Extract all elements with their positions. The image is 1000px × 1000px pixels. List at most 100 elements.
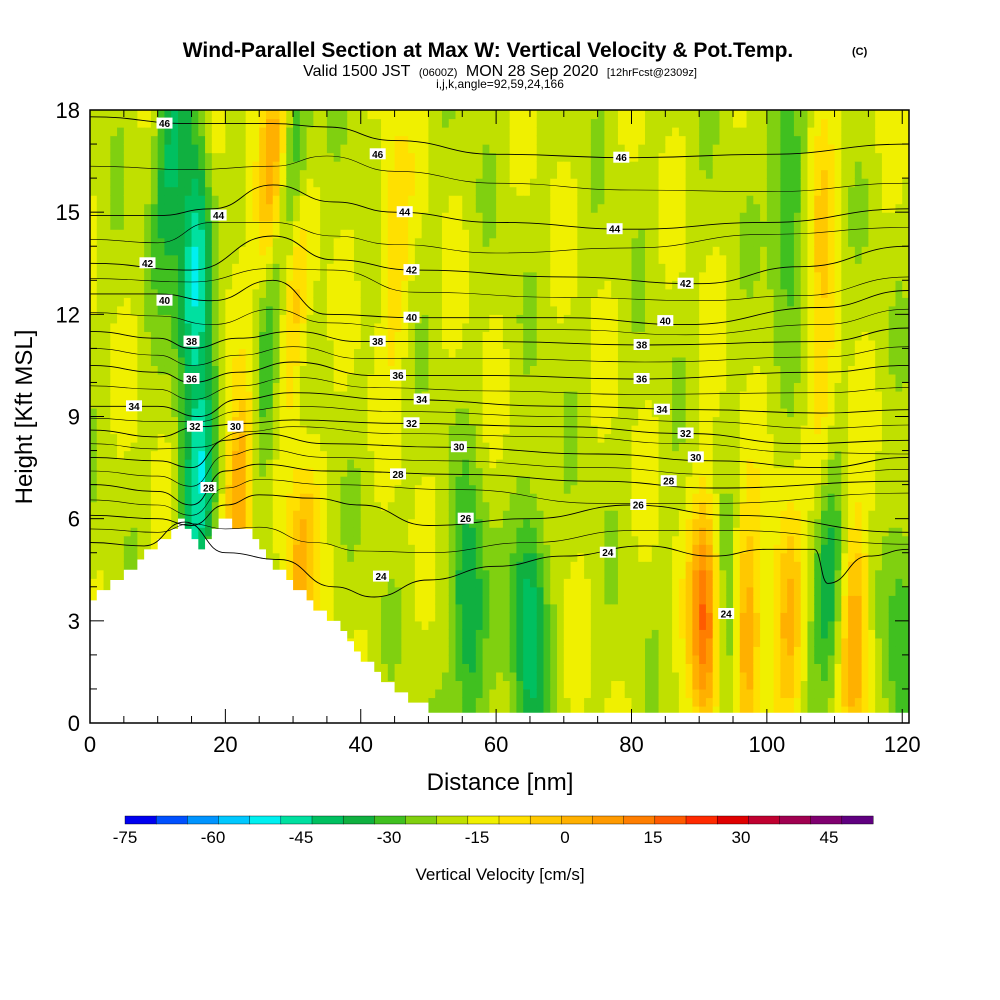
velocity-cell xyxy=(523,688,531,699)
velocity-cell xyxy=(103,178,111,188)
velocity-cell xyxy=(401,331,409,341)
velocity-cell xyxy=(306,356,314,367)
velocity-cell xyxy=(144,110,152,120)
velocity-cell xyxy=(550,552,558,562)
velocity-cell xyxy=(150,399,159,409)
velocity-cell xyxy=(340,450,348,460)
velocity-cell xyxy=(245,459,254,469)
velocity-cell xyxy=(462,629,470,639)
velocity-cell xyxy=(523,493,531,503)
velocity-cell xyxy=(475,118,484,128)
velocity-cell xyxy=(157,314,166,324)
velocity-cell xyxy=(462,271,470,281)
velocity-cell xyxy=(475,688,484,699)
velocity-cell xyxy=(502,697,511,707)
velocity-cell xyxy=(117,493,125,503)
velocity-cell xyxy=(340,620,348,630)
velocity-cell xyxy=(523,552,531,562)
velocity-cell xyxy=(550,688,558,699)
velocity-cell xyxy=(543,297,551,307)
velocity-cell xyxy=(414,135,423,145)
velocity-cell xyxy=(90,322,98,332)
velocity-cell xyxy=(259,280,267,290)
velocity-cell xyxy=(184,510,193,520)
velocity-cell xyxy=(502,654,511,664)
velocity-cell xyxy=(489,654,497,664)
velocity-cell xyxy=(177,493,186,503)
velocity-cell xyxy=(482,663,490,673)
velocity-cell xyxy=(313,416,321,426)
velocity-cell xyxy=(550,671,558,682)
velocity-cell xyxy=(435,518,443,528)
velocity-cell xyxy=(421,212,430,222)
velocity-cell xyxy=(387,654,396,664)
velocity-cell xyxy=(482,603,490,613)
velocity-cell xyxy=(414,178,423,188)
velocity-cell xyxy=(353,356,362,367)
velocity-cell xyxy=(299,425,308,435)
velocity-cell xyxy=(374,280,382,290)
velocity-cell xyxy=(96,178,105,188)
velocity-cell xyxy=(414,544,423,554)
velocity-cell xyxy=(435,561,443,571)
velocity-cell xyxy=(381,220,389,230)
velocity-cell xyxy=(184,280,193,290)
velocity-cell xyxy=(225,339,233,349)
velocity-cell xyxy=(164,237,172,247)
velocity-cell xyxy=(259,135,267,145)
velocity-cell xyxy=(557,654,565,664)
velocity-cell xyxy=(137,493,145,503)
velocity-cell xyxy=(469,161,477,171)
velocity-cell xyxy=(286,527,294,537)
velocity-cell xyxy=(265,203,274,213)
velocity-cell xyxy=(232,476,240,486)
velocity-cell xyxy=(211,297,220,307)
velocity-cell xyxy=(171,297,179,307)
velocity-cell xyxy=(326,467,335,477)
velocity-cell xyxy=(164,314,172,324)
velocity-cell xyxy=(469,373,477,384)
velocity-cell xyxy=(482,212,490,222)
velocity-cell xyxy=(408,254,416,264)
velocity-cell xyxy=(441,229,450,239)
velocity-cell xyxy=(502,450,511,460)
velocity-cell xyxy=(502,527,511,537)
velocity-cell xyxy=(387,382,396,392)
velocity-cell xyxy=(536,705,545,716)
velocity-cell xyxy=(205,246,213,256)
velocity-cell xyxy=(428,705,436,716)
velocity-cell xyxy=(177,161,186,171)
velocity-cell xyxy=(232,399,240,409)
velocity-cell xyxy=(211,518,220,528)
velocity-cell xyxy=(543,118,551,128)
velocity-cell xyxy=(489,425,497,435)
velocity-cell xyxy=(320,382,328,392)
velocity-cell xyxy=(435,510,443,520)
velocity-cell xyxy=(482,442,490,452)
velocity-cell xyxy=(123,186,132,196)
velocity-cell xyxy=(381,425,389,435)
velocity-cell xyxy=(299,544,308,554)
velocity-cell xyxy=(313,110,321,120)
velocity-cell xyxy=(306,339,314,349)
velocity-cell xyxy=(286,178,294,188)
velocity-cell xyxy=(394,407,402,418)
velocity-cell xyxy=(279,254,287,264)
velocity-cell xyxy=(90,493,98,503)
velocity-cell xyxy=(414,254,423,264)
velocity-cell xyxy=(191,382,199,392)
velocity-cell xyxy=(123,425,132,435)
velocity-cell xyxy=(123,110,132,120)
velocity-cell xyxy=(516,646,524,656)
velocity-cell xyxy=(509,450,518,460)
velocity-cell xyxy=(313,322,321,332)
velocity-cell xyxy=(414,646,423,656)
velocity-cell xyxy=(475,339,484,349)
velocity-cell xyxy=(421,467,430,477)
velocity-cell xyxy=(441,705,450,716)
velocity-cell xyxy=(245,433,254,443)
velocity-cell xyxy=(211,178,220,188)
velocity-cell xyxy=(408,654,416,664)
velocity-cell xyxy=(509,288,518,298)
velocity-cell xyxy=(171,484,179,494)
